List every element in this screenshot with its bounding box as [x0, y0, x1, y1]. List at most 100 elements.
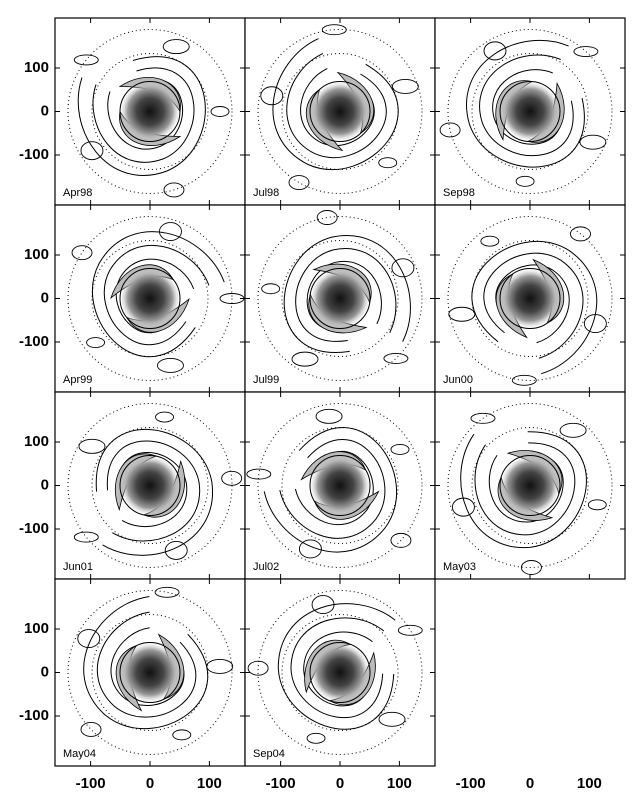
y-tick-label: -100 — [19, 520, 49, 537]
contour-blob — [391, 258, 415, 278]
contour-blob — [439, 122, 461, 138]
panel-label: Jun01 — [63, 561, 93, 573]
panel-label: Jul98 — [253, 187, 279, 199]
x-tick-label: 0 — [526, 775, 534, 792]
panel-label: Apr98 — [63, 187, 92, 199]
contour — [107, 440, 201, 542]
panel: May03 — [434, 391, 626, 580]
panel: Jul99 — [244, 204, 436, 393]
panel: Apr98 — [54, 17, 246, 206]
contour-blob — [261, 283, 281, 295]
x-tick-label: 100 — [197, 775, 222, 792]
contour-blob — [570, 226, 591, 242]
contour-blob — [80, 141, 104, 161]
contour — [466, 40, 585, 168]
contour-blob — [583, 314, 607, 334]
contour-blob — [155, 411, 175, 423]
contour-blob — [311, 595, 335, 615]
core — [119, 268, 181, 329]
contour-blob — [480, 235, 500, 247]
x-tick-label: 0 — [146, 775, 154, 792]
y-tick-label: -100 — [19, 146, 49, 163]
contour-blob — [78, 438, 106, 454]
contour-blob — [162, 39, 190, 55]
contour-blob — [247, 660, 269, 676]
panel-label: Sep04 — [253, 748, 285, 760]
contour-blob — [383, 353, 409, 364]
panel: Jul02 — [244, 391, 436, 580]
panel-label: Jul99 — [253, 374, 279, 386]
contour — [290, 617, 385, 718]
y-tick-label: -100 — [19, 707, 49, 724]
contour-blob — [71, 245, 93, 261]
x-tick-label: -100 — [266, 775, 296, 792]
x-tick-label: 0 — [336, 775, 344, 792]
contour-blob — [378, 711, 406, 727]
outer-ring — [257, 590, 423, 755]
contour — [474, 442, 576, 536]
contour-blob — [260, 86, 284, 106]
x-tick-label: 100 — [577, 775, 602, 792]
contour — [103, 244, 210, 346]
core — [499, 81, 561, 142]
panel-label: May04 — [63, 748, 96, 760]
core — [119, 642, 181, 703]
panel-label: Sep98 — [443, 187, 475, 199]
core — [309, 81, 371, 142]
panel-label: May03 — [443, 561, 476, 573]
contour-blob — [159, 222, 182, 242]
panel-label: Apr99 — [63, 374, 92, 386]
contour-blob — [579, 134, 607, 150]
contour — [277, 603, 396, 730]
contour — [286, 53, 387, 159]
contour-blob — [221, 470, 243, 486]
contour-blob — [321, 24, 347, 36]
contour-blob — [573, 46, 599, 57]
contour-blob — [451, 497, 475, 517]
contour-blob — [483, 41, 507, 61]
x-tick-label: -100 — [76, 775, 106, 792]
outer-ring — [67, 590, 233, 755]
contour — [77, 56, 206, 176]
y-tick-label: 100 — [24, 59, 49, 76]
core — [309, 642, 371, 703]
x-tick-label: 100 — [387, 775, 412, 792]
contour-blob — [298, 539, 322, 559]
contour-blob — [520, 560, 542, 575]
contour-blob — [164, 540, 188, 560]
contour-blob — [587, 499, 607, 511]
inner-ring — [471, 240, 589, 357]
contour-blob — [288, 175, 310, 190]
panel: May04 — [54, 578, 246, 767]
outer-ring — [447, 403, 613, 568]
inner-ring — [281, 614, 399, 731]
contour-blob — [470, 412, 496, 424]
contour-blob — [397, 624, 423, 636]
outer-ring — [447, 216, 613, 381]
outer-ring — [257, 29, 423, 194]
outer-ring — [67, 29, 233, 194]
outer-ring — [257, 216, 423, 381]
contour — [95, 429, 214, 556]
contour-blob — [157, 357, 184, 373]
y-tick-label: 0 — [41, 663, 49, 680]
core — [309, 455, 371, 516]
x-tick-label: -100 — [456, 775, 486, 792]
core — [499, 268, 561, 329]
contour — [83, 595, 209, 730]
contour-blob — [86, 337, 106, 349]
core — [499, 455, 561, 516]
panel: Jun01 — [54, 391, 246, 580]
inner-ring — [91, 240, 209, 357]
contour — [279, 439, 386, 539]
outer-ring — [447, 29, 613, 194]
panel: Sep04 — [244, 578, 436, 767]
inner-ring — [91, 427, 209, 544]
contour — [471, 240, 598, 375]
contour — [479, 54, 574, 157]
contour-blob — [73, 54, 99, 66]
contour-blob — [315, 408, 343, 424]
contour-blob — [316, 210, 338, 225]
